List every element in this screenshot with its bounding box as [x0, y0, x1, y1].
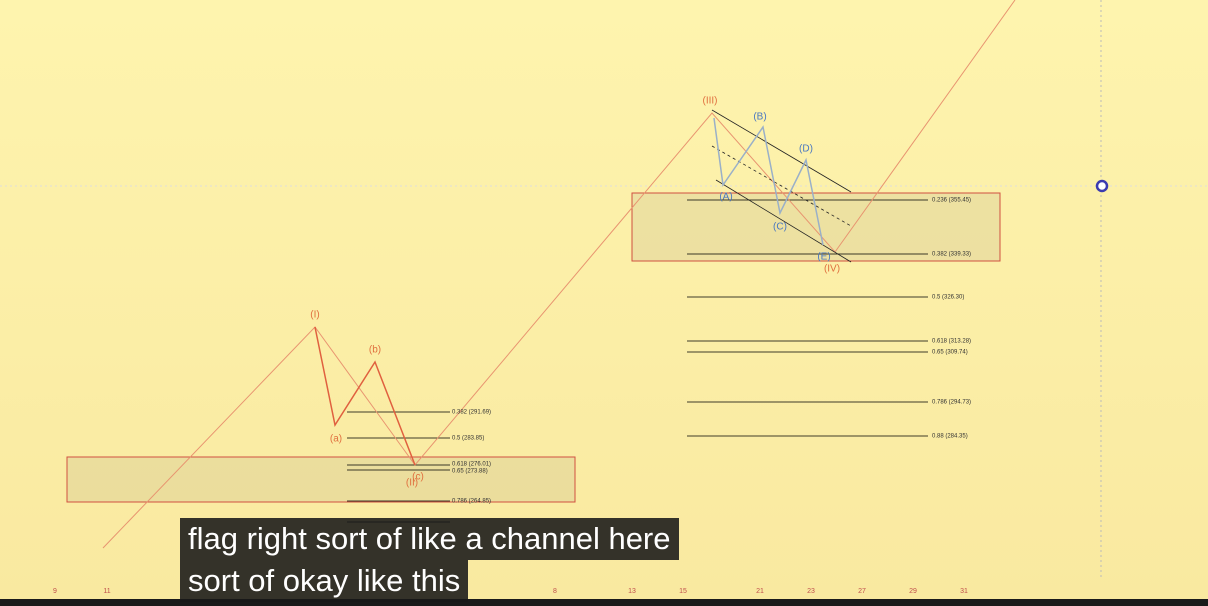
- x-tick-label: 31: [960, 588, 968, 595]
- fib-label: 0.236 (355.45): [932, 198, 971, 204]
- caption-line: flag right sort of like a channel here: [180, 518, 679, 560]
- fib-label: 0.618 (313.28): [932, 339, 971, 345]
- wave-label: (IV): [824, 264, 840, 275]
- fib-label: 0.382 (339.33): [932, 252, 971, 258]
- fib-label: 0.382 (291.69): [452, 410, 491, 416]
- channel: [711, 109, 852, 263]
- wave-label: (C): [773, 222, 787, 233]
- x-tick-label: 23: [807, 588, 815, 595]
- x-tick-label: 15: [679, 588, 687, 595]
- zone-box: [66, 456, 576, 503]
- x-tick-label: 27: [858, 588, 866, 595]
- bottom-bar: [0, 599, 1208, 606]
- wave-label: (II): [406, 478, 418, 489]
- x-tick-label: 13: [628, 588, 636, 595]
- fib-label: 0.5 (326.30): [932, 295, 964, 301]
- x-axis: 9 11 8 13 15 21 23 27 29 31: [53, 588, 968, 595]
- triangle-wave: [713, 117, 824, 246]
- wave-label: (D): [799, 144, 813, 155]
- fib-label: 0.65 (309.74): [932, 350, 968, 356]
- x-tick-label: 11: [103, 588, 110, 595]
- x-tick-label: 9: [53, 588, 57, 595]
- wave-label: (III): [703, 96, 718, 107]
- zone-box: [631, 192, 1001, 262]
- x-tick-label: 8: [553, 588, 557, 595]
- wave-label: (b): [369, 345, 381, 356]
- abc-wave: [314, 326, 416, 466]
- fib-label: 0.786 (294.73): [932, 400, 971, 406]
- cursor-icon: [1095, 179, 1109, 193]
- wave-label: (I): [310, 310, 319, 321]
- fib-label: 0.88 (284.35): [932, 434, 968, 440]
- wave-label: (c): [412, 472, 424, 483]
- wave-label: (a): [330, 434, 342, 445]
- wave-lines: [102, 0, 1016, 549]
- wave-label: (A): [719, 192, 732, 203]
- wave-label: (B): [753, 112, 766, 123]
- x-tick-label: 21: [756, 588, 764, 595]
- caption-line: sort of okay like this: [180, 560, 469, 602]
- fib-label: 0.65 (273.88): [452, 469, 488, 475]
- x-tick-label: 29: [909, 588, 917, 595]
- fib-label: 0.618 (276.01): [452, 462, 491, 468]
- fib-label: 0.786 (264.85): [452, 499, 491, 505]
- wave-label: (E): [817, 252, 830, 263]
- wave-labels: (I) (a) (b) (c) (II) (III) (IV) (A) (B) …: [310, 96, 840, 489]
- fib-label: 0.5 (283.85): [452, 436, 484, 442]
- fib-labels: 0.382 (291.69) 0.5 (283.85) 0.618 (276.0…: [452, 198, 971, 505]
